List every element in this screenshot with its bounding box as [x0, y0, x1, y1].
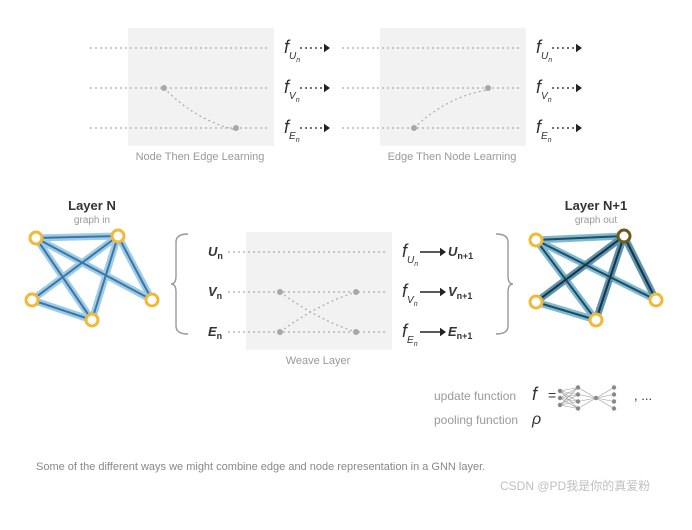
svg-text:ρ: ρ: [531, 411, 541, 428]
panel-caption: Node Then Edge Learning: [136, 151, 265, 163]
svg-text:Layer N+1: Layer N+1: [565, 198, 628, 213]
panel-caption: Edge Then Node Learning: [388, 151, 517, 163]
layer-n1-title: Layer N+1 graph out: [565, 198, 628, 226]
svg-text:=: =: [548, 387, 556, 403]
svg-text:fVn: fVn: [536, 77, 552, 104]
svg-text:fEn: fEn: [402, 321, 418, 348]
weave-panel: Un fUn Un+1 Vn fVn Vn+1 En fEn En+1 Weave Layer: [171, 232, 513, 367]
svg-text:fVn: fVn: [284, 77, 300, 104]
layer-n-title: Layer N graph in: [68, 198, 116, 226]
svg-text:fUn: fUn: [284, 37, 300, 64]
svg-text:, ...: , ...: [634, 388, 652, 403]
svg-text:fVn: fVn: [402, 281, 418, 308]
graph: [530, 230, 662, 326]
svg-text:Un+1: Un+1: [448, 244, 473, 261]
panel-left: fUn fVn fEn Node Then Edge Learning: [90, 28, 330, 163]
svg-text:pooling function: pooling function: [434, 413, 518, 427]
diagram-canvas: fUnfVnfEnNode Then Edge LearningfUnfVnfE…: [0, 0, 692, 525]
graph: [26, 230, 158, 326]
svg-text:En+1: En+1: [448, 324, 472, 341]
watermark: CSDN @PD我是你的真爱粉: [500, 478, 650, 493]
svg-text:Vn+1: Vn+1: [448, 284, 472, 301]
svg-text:Weave Layer: Weave Layer: [286, 355, 351, 367]
svg-text:graph in: graph in: [74, 215, 110, 226]
svg-text:Un: Un: [208, 244, 223, 261]
svg-text:fEn: fEn: [536, 117, 552, 144]
svg-text:update function: update function: [434, 389, 516, 403]
svg-text:Vn: Vn: [208, 284, 222, 301]
svg-text:En: En: [208, 324, 222, 341]
svg-text:fEn: fEn: [284, 117, 300, 144]
svg-text:Layer N: Layer N: [68, 198, 116, 213]
legend: update function f = , ... pooling function ρ: [434, 384, 652, 428]
svg-text:graph out: graph out: [575, 215, 617, 226]
svg-text:fUn: fUn: [536, 37, 552, 64]
figure-caption: Some of the different ways we might comb…: [36, 461, 485, 473]
svg-text:fUn: fUn: [402, 241, 418, 268]
svg-text:f: f: [532, 384, 539, 404]
panel-right: fUn fVn fEn Edge Then Node Learning: [342, 28, 582, 163]
